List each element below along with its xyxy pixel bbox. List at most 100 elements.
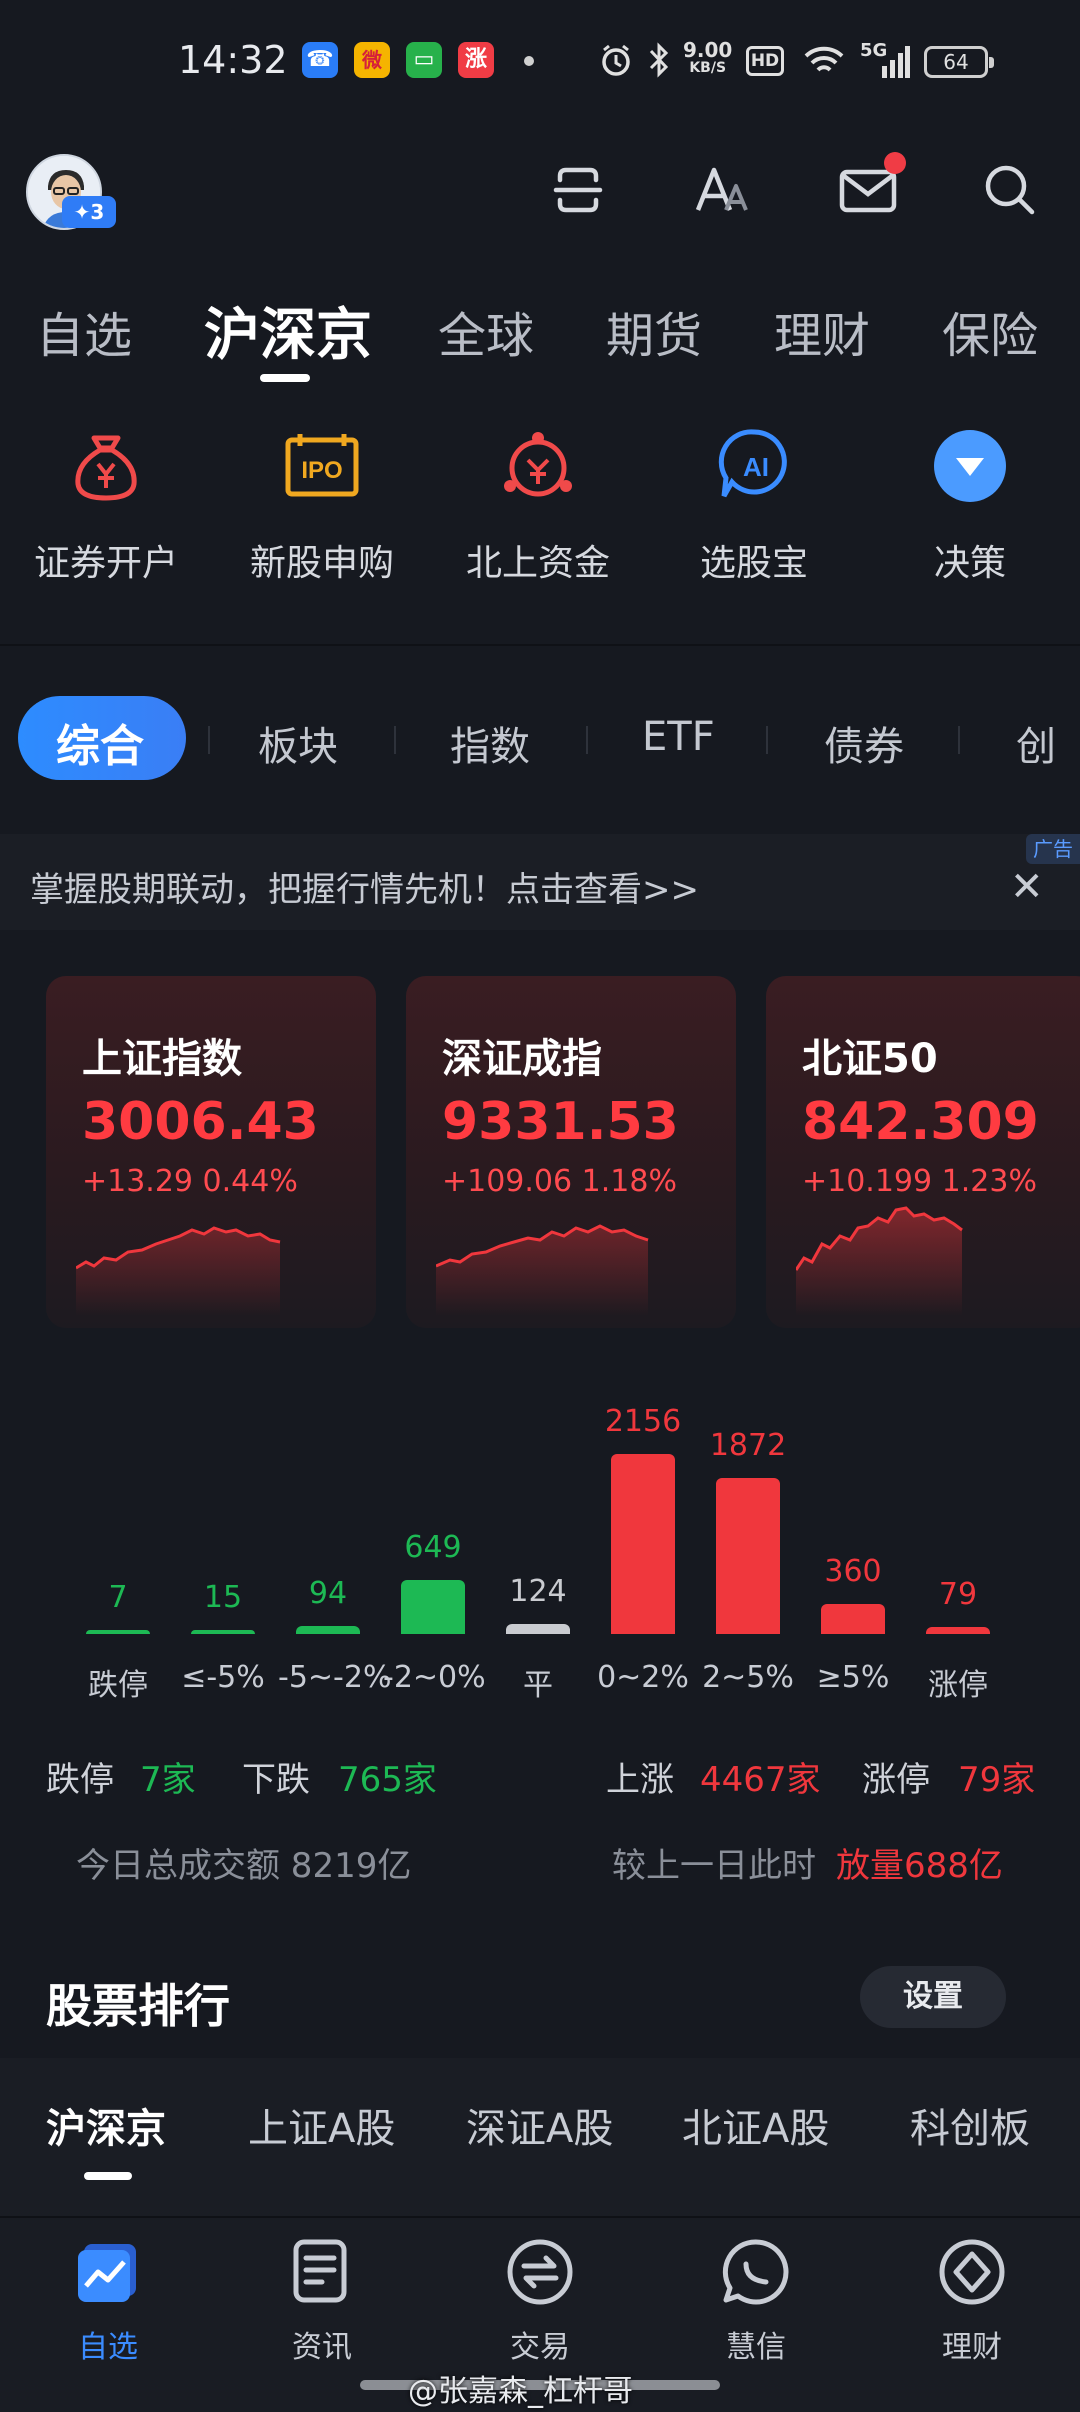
money-bag-icon <box>75 435 137 501</box>
distribution-category-label: 平 <box>523 1668 553 1703</box>
decision-icon <box>934 430 1006 502</box>
nav-chat[interactable]: 慧信 <box>676 2236 836 2366</box>
feature-ipo-subscription[interactable]: IPO 新股申购 <box>222 424 422 586</box>
feature-decision[interactable]: 决策 <box>870 424 1070 586</box>
distribution-value-label: 649 <box>404 1530 462 1565</box>
distribution-bar <box>401 1580 465 1634</box>
feature-ai-stock-picker[interactable]: AI 选股宝 <box>654 424 854 586</box>
index-name: 北证50 <box>802 1036 938 1082</box>
subtab-active-pill[interactable] <box>18 696 186 780</box>
home-indicator[interactable] <box>360 2380 720 2390</box>
messages-app-icon: ▭ <box>406 42 442 78</box>
svg-text:AI: AI <box>743 452 769 482</box>
feature-account-opening[interactable]: 证券开户 <box>6 424 206 586</box>
search-icon[interactable] <box>978 158 1042 222</box>
ad-banner-text[interactable]: 掌握股期联动，把握行情先机！点击查看>> <box>30 870 699 910</box>
scan-icon[interactable] <box>546 158 610 222</box>
distribution-value-label: 15 <box>203 1580 243 1615</box>
subtab-etf[interactable]: ETF <box>642 714 715 760</box>
distribution-category-label: ≤-5% <box>181 1660 265 1695</box>
index-card-shenzhen[interactable]: 深证成指 9331.53 +109.06 1.18% <box>406 976 736 1328</box>
settings-button[interactable]: 设置 <box>860 1966 1006 2028</box>
limit-up-label: 涨停 <box>862 1760 930 1800</box>
font-size-icon[interactable] <box>690 158 754 222</box>
ranking-tab-hushenjing[interactable]: 沪深京 <box>46 2106 166 2152</box>
subtab-separator <box>958 726 960 754</box>
distribution-value-label: 1872 <box>709 1428 787 1463</box>
tab-futures[interactable]: 期货 <box>606 308 703 364</box>
close-icon[interactable]: ✕ <box>1010 864 1044 910</box>
down-count: 765家 <box>338 1760 437 1800</box>
tab-watchlist[interactable]: 自选 <box>36 308 133 364</box>
nav-wealth[interactable]: 理财 <box>892 2236 1052 2366</box>
news-icon <box>293 2239 347 2303</box>
alarm-icon <box>602 44 630 76</box>
index-change: +13.29 0.44% <box>82 1164 298 1199</box>
tab-wealth[interactable]: 理财 <box>774 308 871 364</box>
bottom-navigation <box>0 2216 1080 2412</box>
distribution-value-label: 79 <box>938 1577 978 1612</box>
subtab-chuang[interactable]: 创 <box>1016 724 1056 770</box>
distribution-bar <box>716 1478 780 1634</box>
distribution-bar <box>926 1627 990 1634</box>
subtab-sectors[interactable]: 板块 <box>258 724 338 770</box>
distribution-bar <box>506 1624 570 1634</box>
index-sparkline <box>76 1226 281 1316</box>
trade-icon <box>507 2239 573 2305</box>
subtab-bonds[interactable]: 债券 <box>824 724 904 770</box>
hd-icon: HD <box>746 46 784 76</box>
svg-text:IPO: IPO <box>301 457 342 484</box>
mail-unread-dot <box>884 152 906 174</box>
ranking-tab-sz-a[interactable]: 深证A股 <box>466 2106 614 2152</box>
phone-app-icon: ☎ <box>302 42 338 78</box>
index-card-shanghai[interactable]: 上证指数 3006.43 +13.29 0.44% <box>46 976 376 1328</box>
subtab-indices[interactable]: 指数 <box>450 724 530 770</box>
index-name: 上证指数 <box>82 1036 242 1082</box>
nav-trade[interactable]: 交易 <box>460 2236 620 2366</box>
signal-label: 5G <box>860 40 888 61</box>
distribution-category-label: -2~0% <box>383 1660 486 1695</box>
subtab-separator <box>208 726 210 754</box>
feature-northbound-funds[interactable]: 北上资金 <box>438 424 638 586</box>
status-time: 14:32 <box>178 38 288 82</box>
ranking-tab-indicator <box>84 2172 132 2180</box>
tab-hushenjing[interactable]: 沪深京 <box>204 303 372 368</box>
nav-news[interactable]: 资讯 <box>242 2236 402 2366</box>
distribution-category-label: 2~5% <box>702 1660 794 1695</box>
ad-banner[interactable] <box>0 834 1080 930</box>
up-count: 4467家 <box>700 1760 821 1800</box>
subtab-overview[interactable]: 综合 <box>56 721 144 772</box>
ranking-tab-sh-a[interactable]: 上证A股 <box>248 2106 396 2152</box>
ranking-tab-bj-a[interactable]: 北证A股 <box>682 2106 830 2152</box>
battery-indicator: 64 <box>924 46 994 78</box>
distribution-category-label: 跌停 <box>88 1668 148 1703</box>
bluetooth-icon <box>649 42 669 78</box>
turnover-total: 今日总成交额 8219亿 <box>76 1846 412 1886</box>
index-card-beizheng[interactable]: 北证50 842.309 +10.199 1.23% <box>766 976 1080 1328</box>
distribution-category-label: ≥5% <box>816 1660 890 1695</box>
distribution-value-label: 360 <box>824 1554 882 1589</box>
section-divider <box>0 644 1080 646</box>
ranking-tab-star-market[interactable]: 科创板 <box>910 2106 1030 2152</box>
ipo-icon: IPO <box>285 434 359 497</box>
index-value: 842.309 <box>802 1092 1039 1152</box>
distribution-value-label: 7 <box>108 1580 128 1615</box>
distribution-value-label: 124 <box>509 1574 567 1609</box>
mail-icon[interactable] <box>836 158 900 222</box>
down-label: 下跌 <box>242 1760 310 1800</box>
limit-up-count: 79家 <box>958 1760 1036 1800</box>
ad-tag: 广告 <box>1026 834 1080 864</box>
compare-label: 较上一日此时 <box>612 1846 816 1886</box>
zhangting-app-icon: 涨 <box>458 42 494 78</box>
tab-global[interactable]: 全球 <box>438 308 535 364</box>
index-value: 9331.53 <box>442 1092 679 1152</box>
nav-watchlist[interactable]: 自选 <box>28 2236 188 2366</box>
subtab-separator <box>766 726 768 754</box>
index-change: +10.199 1.23% <box>802 1164 1037 1199</box>
distribution-bar <box>611 1454 675 1634</box>
distribution-bar <box>86 1630 150 1634</box>
network-speed: 9.00 KB/S <box>683 38 733 76</box>
northbound-funds-icon <box>504 432 572 497</box>
index-sparkline <box>796 1206 963 1316</box>
tab-insurance[interactable]: 保险 <box>942 308 1039 364</box>
